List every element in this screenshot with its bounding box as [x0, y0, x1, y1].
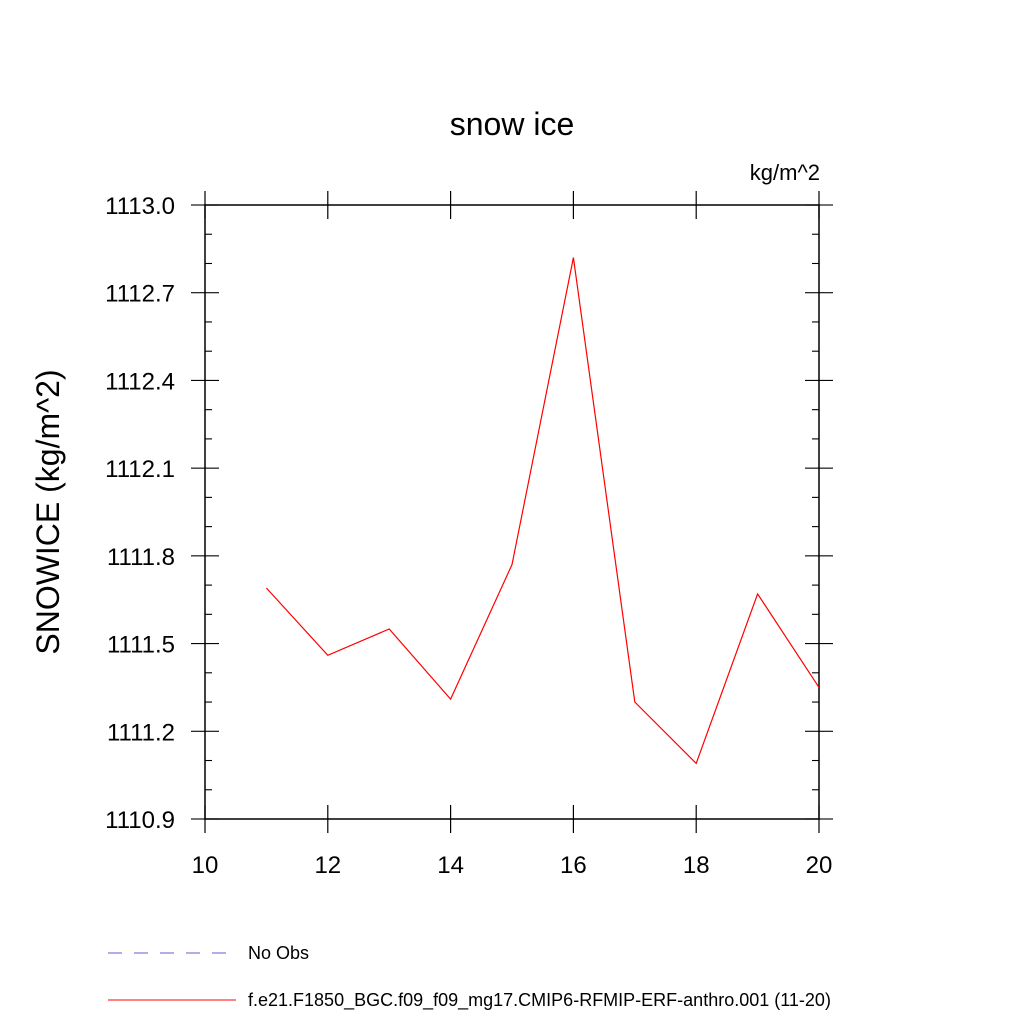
y-tick-label: 1113.0 [105, 193, 175, 220]
x-tick-label: 14 [437, 852, 464, 879]
y-tick-label: 1112.7 [105, 281, 175, 308]
legend: No Obs f.e21.F1850_BGC.f09_f09_mg17.CMIP6… [108, 943, 831, 1011]
units-label: kg/m^2 [750, 160, 820, 185]
x-tick-label: 20 [806, 852, 833, 879]
legend-label: f.e21.F1850_BGC.f09_f09_mg17.CMIP6-RFMIP… [248, 990, 831, 1011]
y-axis-label: SNOWICE (kg/m^2) [30, 369, 66, 654]
legend-label: No Obs [248, 943, 309, 963]
x-tick-label: 12 [314, 852, 341, 879]
y-tick-label: 1111.2 [107, 719, 175, 746]
y-tick-label: 1112.1 [105, 456, 175, 483]
axis-ticks: 10 12 14 16 18 20 1110.9 1111.2 1111.5 1111.8 1112… [105, 191, 833, 879]
x-tick-label: 18 [683, 852, 710, 879]
plot-frame [204, 204, 820, 820]
series-line-0 [265, 257, 820, 765]
y-tick-label: 1110.9 [105, 807, 175, 834]
x-tick-label: 16 [560, 852, 587, 879]
chart-title: snow ice [450, 106, 575, 142]
series-layer [265, 257, 820, 765]
y-tick-label: 1111.5 [107, 632, 175, 659]
x-tick-label: 10 [192, 852, 219, 879]
y-tick-label: 1111.8 [107, 544, 175, 571]
y-tick-label: 1112.4 [105, 368, 175, 395]
